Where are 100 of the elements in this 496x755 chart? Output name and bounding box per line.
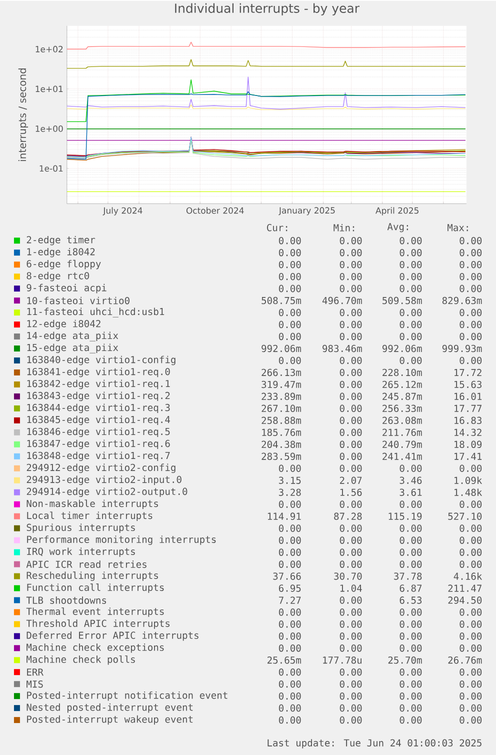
text: 0.00 xyxy=(340,332,362,340)
text: 0.00 xyxy=(400,320,422,328)
text: 0.00 xyxy=(278,332,301,340)
y-axis-title: interrupts / second xyxy=(18,68,28,161)
text: 3.15 xyxy=(278,476,300,484)
text: 0.00 xyxy=(460,248,482,256)
text: 115.19 xyxy=(388,512,422,520)
text: 0.00 xyxy=(460,668,482,676)
text: 256.33m xyxy=(382,404,422,412)
text: 245.87m xyxy=(382,392,422,400)
text: 0.00 xyxy=(278,260,301,268)
text: 30.70 xyxy=(334,572,362,580)
legend-label: ERR xyxy=(26,668,44,676)
text: 185.76m xyxy=(262,428,301,436)
text: 0.00 xyxy=(400,284,422,292)
text: Min: xyxy=(334,224,354,232)
text: 0.00 xyxy=(278,536,301,544)
legend-label: 294913-edge virtio2-input.0 xyxy=(26,476,182,486)
text: 829.63m xyxy=(442,296,482,304)
legend-label: Spurious interrupts xyxy=(26,524,135,533)
legend-label: 1-edge i8042 xyxy=(27,248,94,258)
text: 26.76m xyxy=(448,656,482,664)
text: 527.10 xyxy=(448,512,482,520)
legend-label: Deferred Error APIC interrupts xyxy=(26,632,198,641)
text: 0.00 xyxy=(340,632,362,640)
text: 17.72 xyxy=(454,368,482,376)
text: 15.63 xyxy=(454,380,482,388)
text: 0.00 xyxy=(278,308,301,316)
text: 0.00 xyxy=(340,368,362,376)
x-tick-label: October 2024 xyxy=(186,207,244,214)
text: 0.00 xyxy=(278,284,301,292)
text: 0.00 xyxy=(278,608,301,616)
text: 0.00 xyxy=(460,608,482,616)
x-tick-label: April 2025 xyxy=(375,207,418,216)
text: 228.10m xyxy=(382,368,422,376)
text: 0.00 xyxy=(460,560,482,568)
text: 6.87 xyxy=(400,584,422,592)
text: 283.59m xyxy=(262,452,301,460)
legend-label: 163843-edge virtio1-req.2 xyxy=(27,392,170,402)
text: 0.00 xyxy=(340,548,362,556)
text: 114.91 xyxy=(268,512,301,520)
text: 0.00 xyxy=(460,536,482,544)
legend-label: 10-fasteoi virtio0 xyxy=(27,296,130,304)
text: 0.00 xyxy=(400,608,422,616)
text: 267.10m xyxy=(262,404,301,412)
legend-label: 163841-edge virtio1-req.0 xyxy=(27,368,170,378)
text: 0.00 xyxy=(340,680,362,688)
text: 0.00 xyxy=(460,692,482,700)
text: 0.00 xyxy=(278,704,301,712)
text: 0.00 xyxy=(400,524,422,532)
text: 0.00 xyxy=(278,668,301,676)
legend-label: Machine check polls xyxy=(26,655,135,665)
chart-title: Individual interrupts - by year xyxy=(174,3,360,16)
text: 0.00 xyxy=(400,356,422,364)
legend-label: 294914-edge virtio2-output.0 xyxy=(26,488,187,497)
text: Avg: xyxy=(387,223,408,232)
text: 0.00 xyxy=(278,620,301,628)
text: 0.00 xyxy=(400,260,422,268)
legend-label: 9-fasteoi acpi xyxy=(26,284,106,294)
legend-label: APIC ICR read retries xyxy=(26,560,146,568)
text: 4.16k xyxy=(454,572,482,580)
text: 0.00 xyxy=(278,236,301,244)
text: 0.00 xyxy=(460,332,482,340)
legend-label: Posted-interrupt wakeup event xyxy=(26,715,192,725)
text: 0.00 xyxy=(400,500,422,508)
text: 0.00 xyxy=(400,668,422,676)
text: 0.00 xyxy=(340,596,362,604)
text: 0.00 xyxy=(400,548,422,556)
text: 999.93m xyxy=(442,344,482,352)
text: 0.00 xyxy=(400,632,422,640)
text: 0.00 xyxy=(278,248,301,256)
text: 0.00 xyxy=(340,452,362,460)
text: 0.00 xyxy=(400,236,422,244)
text: 3.46 xyxy=(400,476,422,484)
legend-label: 163840-edge virtio1-config xyxy=(27,356,176,366)
text: 2.07 xyxy=(340,476,362,484)
text: 0.00 xyxy=(460,356,482,364)
text: 0.00 xyxy=(460,500,482,508)
text: 1.56 xyxy=(340,488,362,496)
text: 0.00 xyxy=(460,320,482,328)
text: 0.00 xyxy=(340,260,362,268)
text: 0.00 xyxy=(340,428,362,436)
text: 0.00 xyxy=(278,692,301,700)
legend-label: Function call interrupts xyxy=(27,584,164,593)
text: 0.00 xyxy=(340,620,362,628)
text: 1.09k xyxy=(454,476,482,484)
text: 0.00 xyxy=(340,440,362,448)
text: 3.28 xyxy=(278,488,301,496)
text: 0.00 xyxy=(340,248,362,256)
text: Cur: xyxy=(266,224,287,232)
text: 294.50 xyxy=(448,596,482,604)
legend-label: 163842-edge virtio1-req.1 xyxy=(27,380,170,390)
text: 233.89m xyxy=(262,392,301,400)
text: 211.76m xyxy=(382,428,422,436)
text: 0.00 xyxy=(340,464,362,472)
legend-label: Nested posted-interrupt event xyxy=(26,703,192,713)
text: 0.00 xyxy=(340,404,362,412)
text: 0.00 xyxy=(340,644,362,652)
text: 7.27 xyxy=(278,596,301,604)
text: 0.00 xyxy=(460,272,482,280)
